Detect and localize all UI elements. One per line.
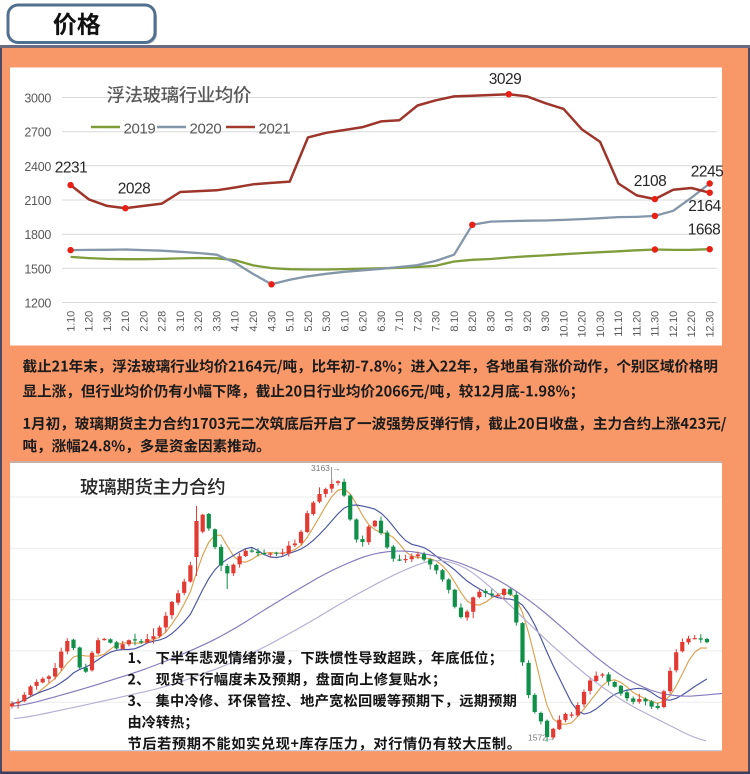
svg-text:1800: 1800 xyxy=(24,228,51,242)
svg-text:1572→: 1572→ xyxy=(528,733,555,743)
svg-text:4.30: 4.30 xyxy=(266,311,278,332)
svg-text:2108: 2108 xyxy=(634,173,666,190)
svg-text:7.20: 7.20 xyxy=(412,311,424,332)
svg-text:1.10: 1.10 xyxy=(65,311,77,332)
svg-text:6.30: 6.30 xyxy=(376,311,388,332)
svg-text:10.20: 10.20 xyxy=(577,311,589,338)
svg-text:8.30: 8.30 xyxy=(485,311,497,332)
svg-text:3000: 3000 xyxy=(24,92,51,106)
svg-text:11.10: 11.10 xyxy=(613,311,625,337)
svg-text:2400: 2400 xyxy=(24,160,51,174)
svg-text:1200: 1200 xyxy=(24,297,51,311)
svg-text:9.20: 9.20 xyxy=(522,311,534,332)
svg-text:8.20: 8.20 xyxy=(467,311,479,332)
svg-text:2021: 2021 xyxy=(259,121,291,138)
svg-text:12.10: 12.10 xyxy=(668,311,680,338)
svg-text:2.10: 2.10 xyxy=(120,311,132,332)
svg-text:11.30: 11.30 xyxy=(650,311,662,337)
svg-text:10.10: 10.10 xyxy=(558,311,570,338)
svg-text:12.30: 12.30 xyxy=(705,311,717,338)
svg-text:2028: 2028 xyxy=(118,181,150,198)
svg-text:2019: 2019 xyxy=(124,121,156,138)
svg-text:2020: 2020 xyxy=(190,121,222,138)
svg-text:2.28: 2.28 xyxy=(157,311,169,332)
svg-text:1.20: 1.20 xyxy=(84,311,96,332)
svg-text:9.30: 9.30 xyxy=(540,311,552,332)
svg-text:3.10: 3.10 xyxy=(175,311,187,332)
svg-text:1500: 1500 xyxy=(24,262,51,276)
svg-text:2700: 2700 xyxy=(24,126,51,140)
svg-text:11.20: 11.20 xyxy=(632,311,644,337)
svg-text:1.30: 1.30 xyxy=(102,311,114,332)
svg-text:7.10: 7.10 xyxy=(394,311,406,332)
svg-text:9.10: 9.10 xyxy=(504,311,516,332)
svg-text:2245: 2245 xyxy=(691,164,723,181)
svg-text:2.20: 2.20 xyxy=(138,311,150,332)
svg-text:6.20: 6.20 xyxy=(358,311,370,332)
svg-text:4.10: 4.10 xyxy=(230,311,242,332)
svg-text:1668: 1668 xyxy=(688,222,720,239)
svg-text:3029: 3029 xyxy=(489,71,521,88)
svg-text:2100: 2100 xyxy=(24,194,51,208)
svg-text:3.30: 3.30 xyxy=(212,311,224,332)
svg-text:12.20: 12.20 xyxy=(686,311,698,338)
svg-text:2164: 2164 xyxy=(688,198,721,215)
svg-text:3.20: 3.20 xyxy=(193,311,205,332)
svg-text:10.30: 10.30 xyxy=(595,311,607,338)
svg-text:4.20: 4.20 xyxy=(248,311,260,332)
svg-text:5.30: 5.30 xyxy=(321,311,333,332)
svg-text:2231: 2231 xyxy=(55,160,87,177)
svg-text:3163 →: 3163 → xyxy=(311,463,341,473)
svg-text:7.30: 7.30 xyxy=(431,311,443,332)
svg-text:5.10: 5.10 xyxy=(285,311,297,332)
svg-text:8.10: 8.10 xyxy=(449,311,461,332)
svg-text:5.20: 5.20 xyxy=(303,311,315,332)
svg-text:6.10: 6.10 xyxy=(339,311,351,332)
